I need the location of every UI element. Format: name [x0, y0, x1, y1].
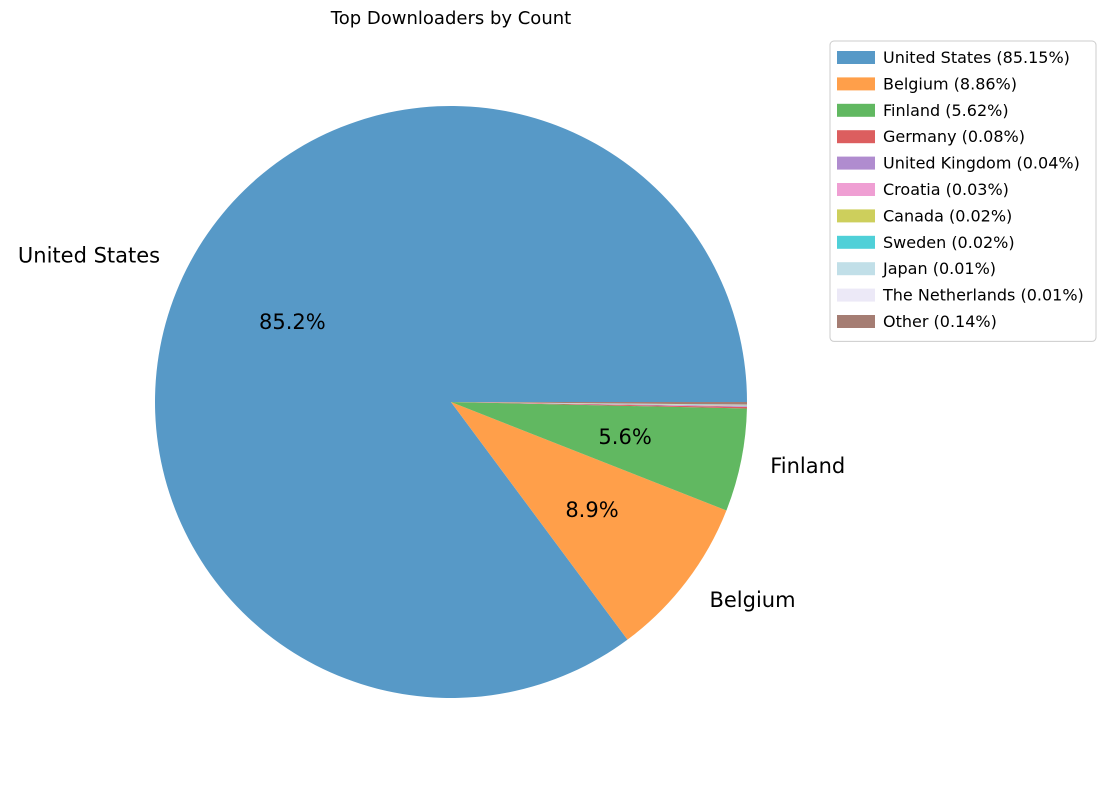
slice-percent-united-states: 85.2%: [259, 310, 326, 334]
legend-label-belgium: Belgium (8.86%): [883, 74, 1017, 93]
legend-frame: [829, 40, 1097, 342]
pie-slice-canada: [451, 402, 747, 406]
legend-swatch-japan: [837, 262, 875, 276]
legend-swatch-other: [837, 315, 875, 328]
legend-swatch-germany: [837, 130, 875, 144]
legend-label-japan: Japan (0.01%): [882, 259, 996, 278]
legend-label-croatia: Croatia (0.03%): [883, 180, 1009, 199]
pie-slice-united-kingdom: [451, 402, 747, 408]
slice-label-united-states: United States: [18, 244, 160, 268]
legend-swatch-united-states: [837, 51, 875, 64]
slice-label-belgium: Belgium: [709, 588, 795, 612]
legend-label-finland: Finland (5.62%): [883, 101, 1009, 120]
slice-percent-finland: 5.6%: [598, 425, 651, 449]
pie-slice-finland: [451, 402, 747, 511]
legend-label-united-states: United States (85.15%): [883, 48, 1070, 67]
legend-swatch-croatia: [837, 183, 875, 196]
pie-slice-belgium: [451, 402, 727, 640]
pie-labels: United States 85.2% Belgium 8.9% Finland 5.6%: [18, 244, 845, 612]
slice-label-finland: Finland: [770, 454, 845, 478]
legend-swatch-belgium: [837, 77, 875, 91]
pie-slice-japan: [451, 402, 747, 405]
legend-label-the-netherlands: The Netherlands (0.01%): [882, 286, 1084, 305]
legend-label-canada: Canada (0.02%): [883, 206, 1012, 225]
pie-slice-croatia: [451, 402, 747, 407]
legend-label-united-kingdom: United Kingdom (0.04%): [883, 154, 1080, 173]
legend-label-sweden: Sweden (0.02%): [883, 233, 1015, 252]
pie-slice-the-netherlands: [451, 402, 747, 405]
legend-swatch-finland: [837, 103, 875, 117]
legend: United States (85.15%) Belgium (8.86%) Fin…: [829, 40, 1097, 342]
pie-slice-sweden: [451, 402, 747, 406]
legend-swatch-the-netherlands: [837, 288, 875, 302]
chart-title: Top Downloaders by Count: [330, 8, 571, 29]
pie-slice-germany: [451, 402, 747, 409]
legend-label-germany: Germany (0.08%): [883, 127, 1025, 146]
legend-label-other: Other (0.14%): [883, 312, 997, 331]
legend-swatch-united-kingdom: [837, 156, 875, 170]
legend-swatch-canada: [837, 209, 875, 223]
pie-slice-other: [451, 402, 747, 405]
legend-swatch-sweden: [837, 235, 875, 249]
pie-slices: [155, 105, 748, 699]
slice-percent-belgium: 8.9%: [565, 498, 618, 522]
